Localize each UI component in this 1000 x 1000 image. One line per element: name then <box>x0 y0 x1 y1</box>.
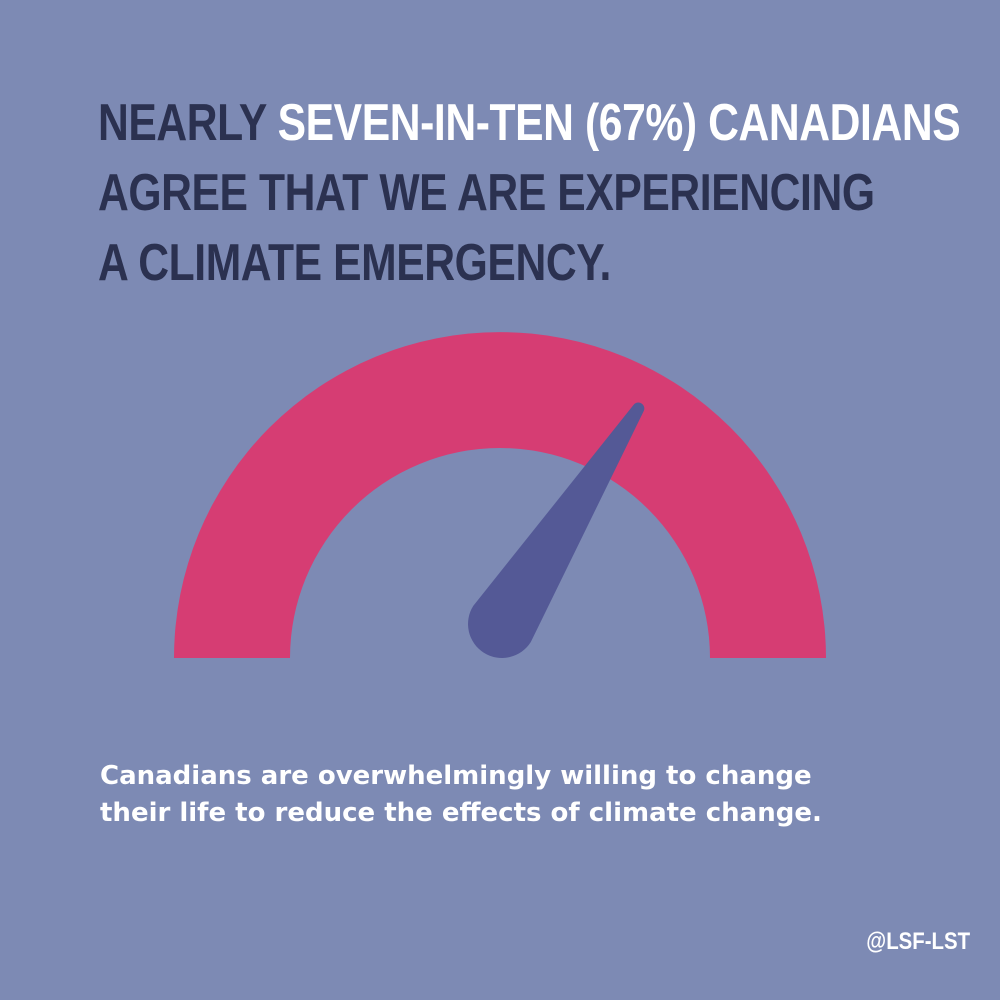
caption-line-1: Canadians are overwhelmingly willing to … <box>100 761 812 791</box>
gauge-arc <box>174 332 826 658</box>
headline-line-2: AGREE THAT WE ARE EXPERIENCING <box>98 164 875 222</box>
headline-highlight: SEVEN-IN-TEN (67%) CANADIANS <box>277 94 961 152</box>
social-handle: @LSF-LST <box>866 928 970 955</box>
headline-line-3: A CLIMATE EMERGENCY. <box>98 234 611 292</box>
gauge-needle <box>468 402 645 658</box>
headline-line-1: NEARLY SEVEN-IN-TEN (67%) CANADIANS <box>98 88 961 158</box>
caption: Canadians are overwhelmingly willing to … <box>100 758 920 832</box>
headline: NEARLY SEVEN-IN-TEN (67%) CANADIANS AGRE… <box>98 88 961 298</box>
headline-prefix: NEARLY <box>98 94 278 152</box>
caption-line-2: their life to reduce the effects of clim… <box>100 798 822 828</box>
